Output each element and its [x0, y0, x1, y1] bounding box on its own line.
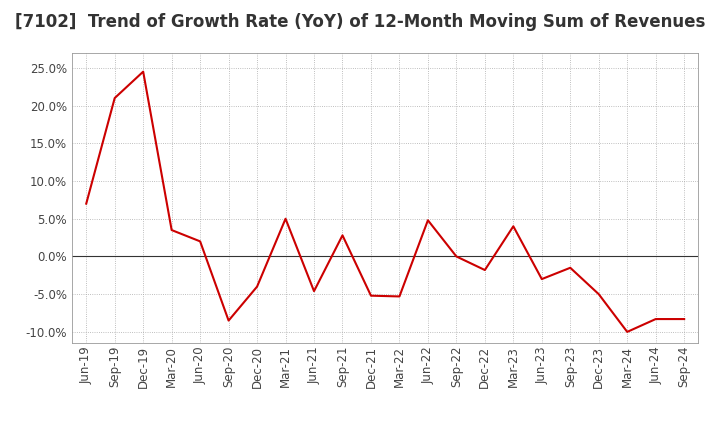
- Text: [7102]  Trend of Growth Rate (YoY) of 12-Month Moving Sum of Revenues: [7102] Trend of Growth Rate (YoY) of 12-…: [15, 13, 705, 31]
